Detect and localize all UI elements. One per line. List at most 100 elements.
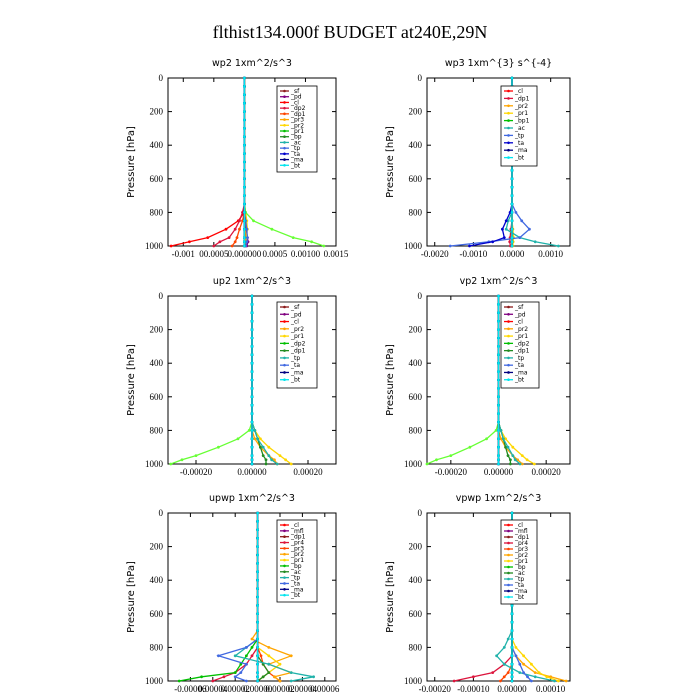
series-point xyxy=(278,454,282,457)
legend-label: _pr3 xyxy=(290,117,304,124)
series-point xyxy=(510,511,514,515)
x-tick-label: -0.00010 xyxy=(457,684,490,694)
y-tick-label: 200 xyxy=(409,107,423,117)
series-point xyxy=(491,671,495,674)
series-point xyxy=(497,395,500,399)
legend-marker xyxy=(283,570,286,574)
legend-label: _ta xyxy=(290,362,300,369)
series-point xyxy=(510,612,514,616)
legend-marker xyxy=(507,134,510,137)
series-point xyxy=(267,454,271,457)
series-point xyxy=(514,211,518,214)
legend-marker xyxy=(507,577,510,581)
series-point xyxy=(532,462,536,466)
chart-title: upwp 1xm^2/s^3 xyxy=(209,493,295,504)
legend-marker xyxy=(507,327,510,331)
x-tick-label: 0.00006 xyxy=(310,684,340,694)
series-point xyxy=(256,612,259,616)
legend-marker xyxy=(507,119,510,122)
series-point xyxy=(284,458,287,462)
legend-label: _sf xyxy=(514,304,524,311)
series-point xyxy=(256,671,259,674)
series-point xyxy=(250,336,254,340)
series-point xyxy=(222,675,226,679)
legend-marker xyxy=(283,305,286,309)
series-point xyxy=(511,454,515,457)
series-point xyxy=(510,604,514,607)
series-point xyxy=(494,429,498,432)
series-point xyxy=(243,93,246,97)
series-point xyxy=(247,429,251,432)
series-point xyxy=(435,458,438,462)
legend-label: _bt xyxy=(514,155,525,162)
series-point xyxy=(468,244,471,248)
series-point xyxy=(250,654,254,658)
legend-label: _pr4 xyxy=(290,540,304,547)
y-tick-label: 200 xyxy=(409,325,423,335)
series-point xyxy=(169,462,173,466)
series-point xyxy=(289,462,293,466)
series-point xyxy=(502,662,506,666)
legend-label: _pr4 xyxy=(514,540,528,547)
series-point xyxy=(506,671,510,674)
series-point xyxy=(245,679,248,683)
legend-label: _pd xyxy=(514,311,526,318)
series-point xyxy=(497,328,500,331)
series-point xyxy=(250,319,254,323)
legend-box xyxy=(500,519,538,605)
legend-label: _pd xyxy=(290,311,302,318)
series-point xyxy=(510,671,514,674)
series-point xyxy=(497,420,500,424)
series-point xyxy=(230,244,234,248)
legend-label: _bt xyxy=(514,594,525,601)
y-tick-label: 0 xyxy=(418,291,423,301)
legend-label: _tp xyxy=(290,355,300,362)
series-point xyxy=(278,679,282,683)
series-point xyxy=(233,654,237,658)
legend-marker xyxy=(283,312,286,316)
legend-label: _pr3 xyxy=(290,545,304,552)
series-point xyxy=(239,662,243,666)
series-point xyxy=(261,675,265,679)
series-point xyxy=(256,528,259,532)
legend-marker xyxy=(283,363,286,367)
chart-panel-2: wp3 1xm^{3} s^{-4} Pressure [hPa] 0 200 400 6… xyxy=(385,58,571,259)
legend-label: _pr2 xyxy=(514,552,528,559)
legend-marker xyxy=(283,371,286,374)
legend-box xyxy=(500,85,538,167)
series-point xyxy=(243,202,246,206)
legend-marker xyxy=(283,523,286,527)
y-tick-label: 0 xyxy=(159,73,164,83)
legend-marker xyxy=(283,541,286,544)
series-point xyxy=(510,211,514,214)
legend-label: _pd xyxy=(290,94,302,101)
x-tick-label: 0.00000 xyxy=(243,684,273,694)
series-point xyxy=(510,675,514,679)
series-point xyxy=(497,403,500,407)
series-point xyxy=(270,227,274,231)
legend-marker xyxy=(507,371,510,374)
series-point xyxy=(256,637,259,641)
legend-marker xyxy=(283,576,286,579)
series-point xyxy=(513,458,517,462)
series-point xyxy=(238,219,241,223)
legend-label: _ac xyxy=(514,125,525,132)
x-tick-label: 00.0005 xyxy=(199,249,229,259)
series-point xyxy=(243,169,246,172)
series-point xyxy=(510,654,514,658)
series-point xyxy=(243,244,246,248)
chart-title: wp2 1xm^2/s^3 xyxy=(212,58,292,69)
legend-label: _dp1 xyxy=(514,534,530,541)
series-point xyxy=(497,412,500,415)
legend-label: _cl xyxy=(514,88,523,95)
series-point xyxy=(497,303,500,306)
legend-label: _cl xyxy=(290,99,299,106)
legend-label: _pr1 xyxy=(290,557,304,564)
series-point xyxy=(256,437,259,441)
series-point xyxy=(245,227,249,231)
legend-marker xyxy=(283,146,286,150)
legend-label: _tp xyxy=(290,575,300,582)
y-tick-label: 0 xyxy=(418,73,423,83)
y-axis-label: Pressure [hPa] xyxy=(385,344,396,416)
legend-marker xyxy=(507,583,510,587)
